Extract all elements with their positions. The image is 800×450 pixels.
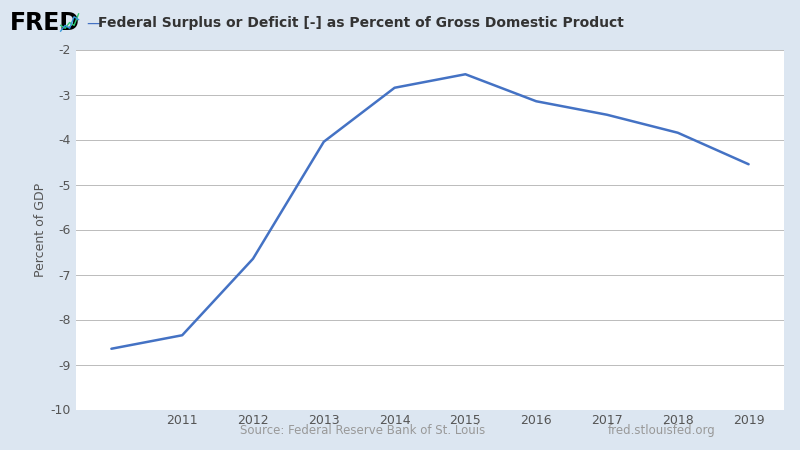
- Text: —: —: [86, 16, 102, 31]
- Text: FRED: FRED: [10, 11, 79, 36]
- Y-axis label: Percent of GDP: Percent of GDP: [34, 182, 46, 277]
- Text: fred.stlouisfed.org: fred.stlouisfed.org: [608, 424, 716, 436]
- Text: Source: Federal Reserve Bank of St. Louis: Source: Federal Reserve Bank of St. Loui…: [240, 424, 486, 436]
- Text: Federal Surplus or Deficit [-] as Percent of Gross Domestic Product: Federal Surplus or Deficit [-] as Percen…: [98, 16, 623, 31]
